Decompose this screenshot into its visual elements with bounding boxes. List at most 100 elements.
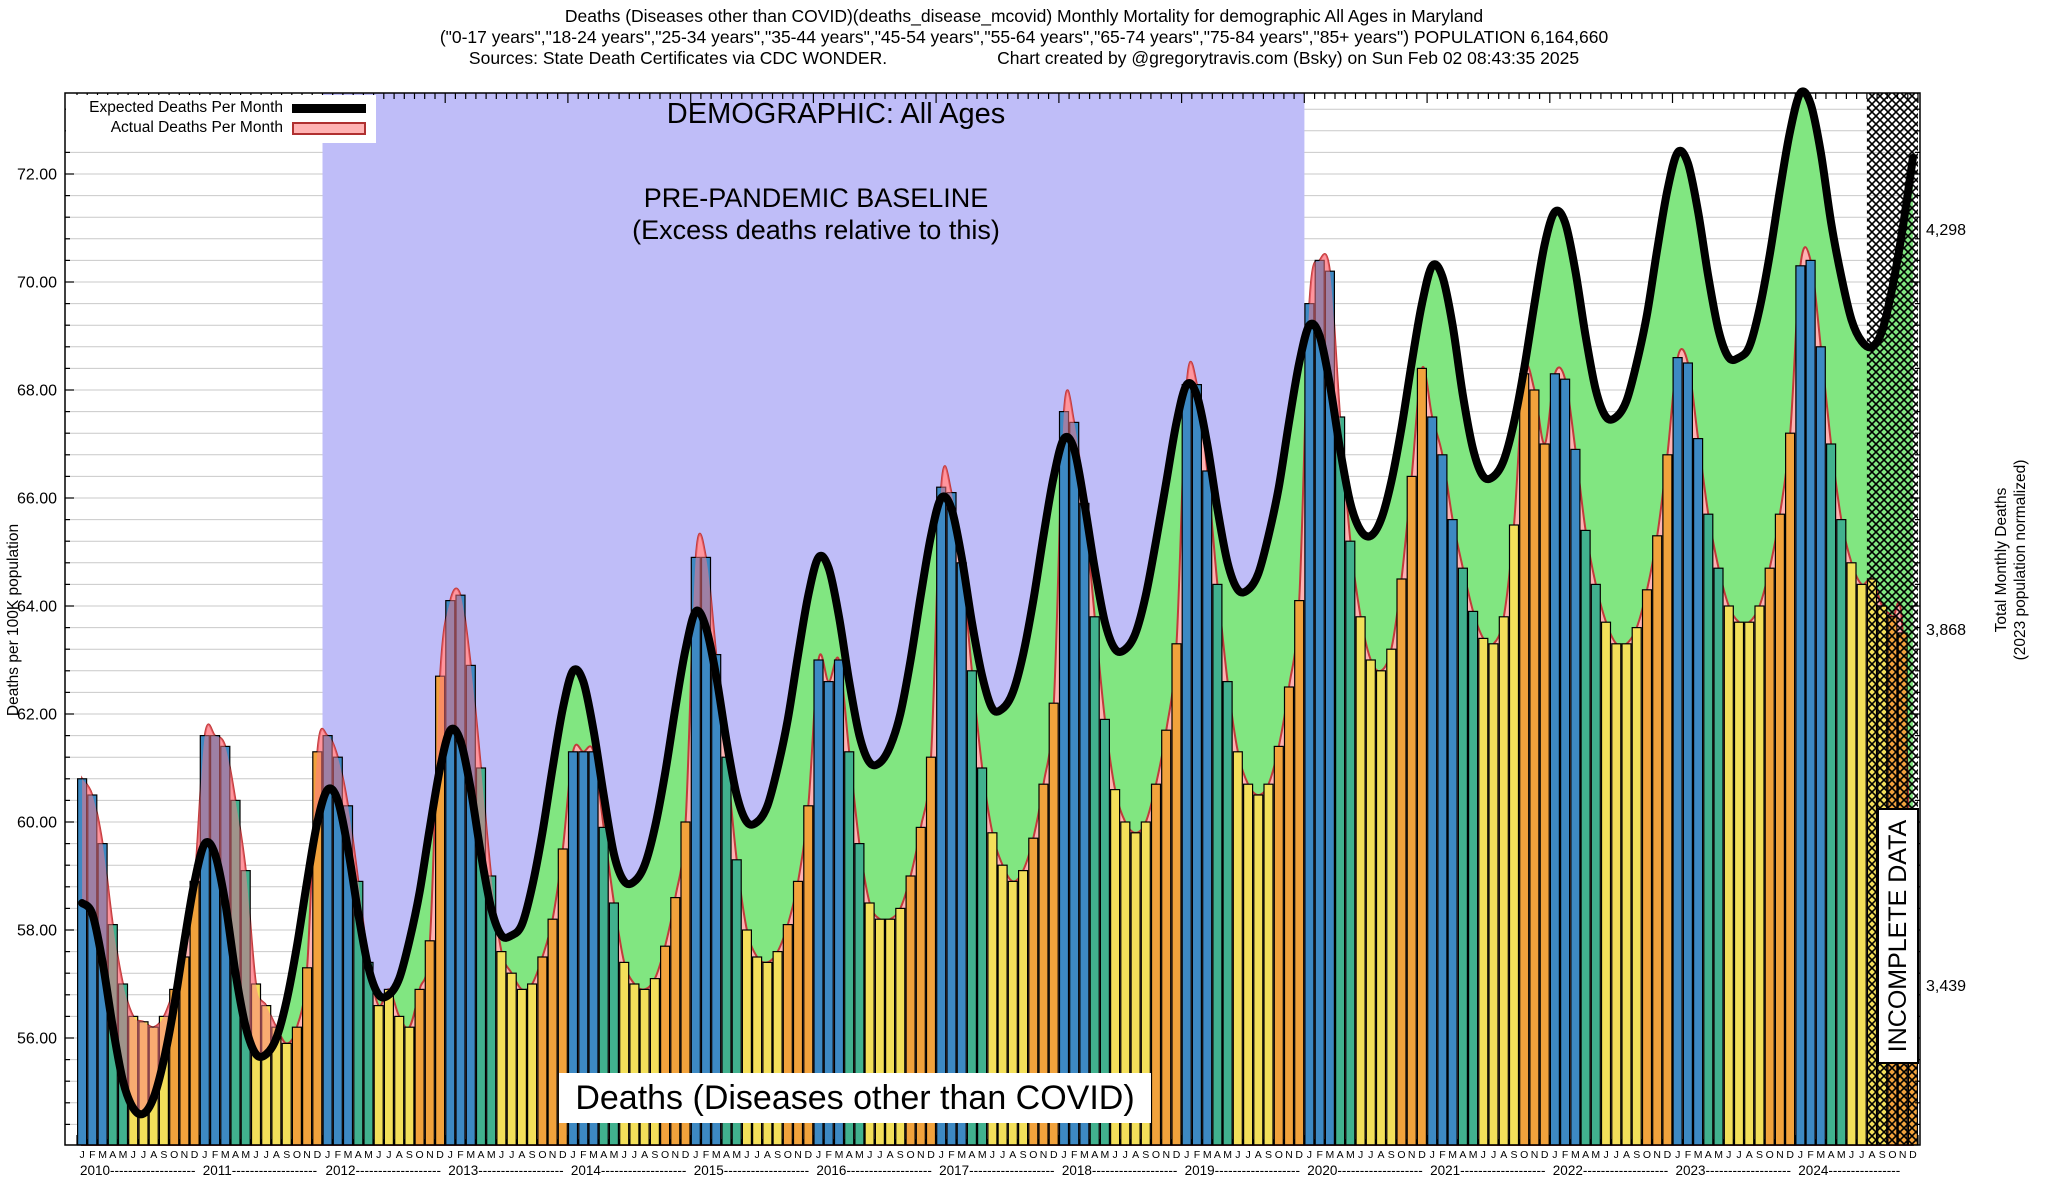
year-label: 2016-------------------: [816, 1163, 931, 1178]
month-label: J: [253, 1149, 258, 1161]
y-tick-label: 62.00: [17, 707, 57, 724]
month-label: A: [600, 1149, 607, 1161]
month-label: F: [948, 1149, 954, 1161]
legend: Expected Deaths Per Month Actual Deaths …: [66, 95, 376, 143]
month-label: A: [1582, 1149, 1589, 1161]
bar: [1549, 373, 1561, 1146]
actual-area-swatch: [292, 121, 366, 135]
bar: [394, 1015, 405, 1146]
month-label: J: [1368, 1149, 1373, 1161]
month-label: J: [509, 1149, 514, 1161]
y-tick-label: 64.00: [17, 599, 57, 616]
month-label: M: [1346, 1149, 1355, 1161]
bar: [1386, 648, 1397, 1146]
bar: [1672, 357, 1683, 1146]
bar: [1539, 443, 1550, 1146]
month-label: D: [1173, 1149, 1181, 1161]
bar: [1294, 599, 1305, 1146]
month-label: D: [314, 1149, 322, 1161]
legend-row-expected: Expected Deaths Per Month: [66, 98, 376, 118]
y-tick-label: 56.00: [17, 1031, 57, 1048]
month-label: O: [661, 1149, 669, 1161]
month-label: D: [559, 1149, 567, 1161]
bar: [1652, 535, 1663, 1146]
bar: [506, 972, 517, 1146]
month-label: J: [325, 1149, 330, 1161]
bar: [424, 940, 435, 1146]
year-label: 2013-------------------: [448, 1163, 563, 1178]
bar: [1283, 686, 1295, 1146]
month-label: F: [1562, 1149, 1568, 1161]
bar: [373, 1004, 384, 1146]
bar: [1345, 540, 1356, 1146]
month-label: A: [396, 1149, 403, 1161]
year-label: 2021-------------------: [1430, 1163, 1545, 1178]
month-label: J: [693, 1149, 698, 1161]
bar: [1191, 384, 1203, 1146]
bar: [1559, 378, 1571, 1146]
month-label: F: [212, 1149, 218, 1161]
bar: [1375, 670, 1387, 1146]
month-label: A: [1705, 1149, 1712, 1161]
month-label: M: [978, 1149, 987, 1161]
month-label: S: [406, 1149, 413, 1161]
month-label: O: [1275, 1149, 1283, 1161]
month-label: F: [825, 1149, 831, 1161]
chart-header: Deaths (Diseases other than COVID)(death…: [0, 6, 2048, 69]
bar: [1314, 259, 1325, 1146]
month-label: O: [170, 1149, 178, 1161]
bar: [1733, 621, 1745, 1146]
month-label: A: [1377, 1149, 1384, 1161]
chart-title-line1: Deaths (Diseases other than COVID)(death…: [564, 6, 1484, 26]
bar: [404, 1026, 415, 1146]
right-axis-value-3: 3,439: [1926, 978, 1967, 995]
month-label: A: [477, 1149, 484, 1161]
month-label: S: [1265, 1149, 1272, 1161]
bar: [1805, 259, 1816, 1146]
month-label: M: [1326, 1149, 1335, 1161]
month-label: S: [529, 1149, 536, 1161]
month-label: O: [907, 1149, 915, 1161]
month-label: J: [1552, 1149, 1557, 1161]
month-label: F: [1439, 1149, 1445, 1161]
month-label: D: [1786, 1149, 1794, 1161]
month-label: J: [877, 1149, 882, 1161]
month-label: S: [1633, 1149, 1640, 1161]
bar: [1682, 362, 1694, 1146]
bar: [1447, 518, 1458, 1146]
month-label: A: [273, 1149, 280, 1161]
month-label: J: [1245, 1149, 1250, 1161]
month-label: A: [1828, 1149, 1835, 1161]
bar: [1723, 605, 1734, 1146]
month-label: A: [1500, 1149, 1507, 1161]
bar: [1774, 513, 1786, 1146]
month-label: M: [1223, 1149, 1232, 1161]
month-label: A: [1337, 1149, 1344, 1161]
month-label: M: [732, 1149, 741, 1161]
bar: [1069, 421, 1080, 1146]
bar: [1079, 502, 1090, 1146]
bar: [711, 653, 722, 1146]
month-label: S: [1388, 1149, 1395, 1161]
y-tick-label: 58.00: [17, 923, 57, 940]
month-label: J: [386, 1149, 391, 1161]
month-label: J: [1849, 1149, 1854, 1161]
bar: [414, 988, 425, 1146]
incomplete-data-label: INCOMPLETE DATA: [1877, 808, 1919, 1064]
month-label: J: [816, 1149, 821, 1161]
month-label: J: [1603, 1149, 1608, 1161]
bar: [1611, 643, 1622, 1146]
bar: [1764, 567, 1775, 1146]
month-label: D: [1418, 1149, 1426, 1161]
bar: [936, 486, 947, 1146]
month-label: M: [1816, 1149, 1825, 1161]
y-tick-label: 70.00: [17, 275, 57, 292]
month-label: J: [744, 1149, 749, 1161]
month-label: F: [1071, 1149, 1077, 1161]
bar: [1457, 567, 1469, 1146]
bar: [1058, 411, 1070, 1146]
month-label: J: [1481, 1149, 1486, 1161]
month-label: M: [1101, 1149, 1110, 1161]
year-label: 2010-------------------: [80, 1163, 195, 1178]
bar: [1304, 303, 1315, 1146]
